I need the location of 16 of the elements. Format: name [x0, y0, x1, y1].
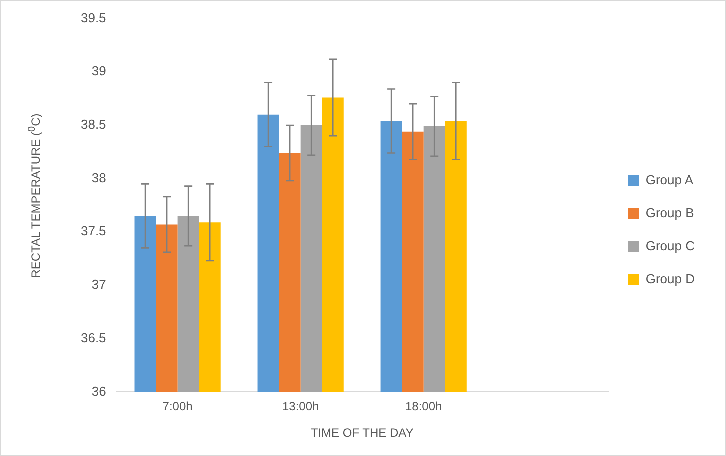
y-tick-label: 36: [92, 384, 106, 399]
x-axis-title: TIME OF THE DAY: [310, 426, 414, 440]
legend-label: Group A: [646, 172, 694, 188]
y-tick-label: 37: [92, 277, 106, 292]
x-tick-label: 13:00h: [282, 400, 320, 414]
y-tick-label: 39.5: [80, 10, 106, 26]
legend-label: Group C: [646, 238, 696, 254]
y-tick-label: 37.5: [80, 224, 106, 239]
y-tick-label: 36.5: [80, 330, 106, 346]
legend-label: Group D: [646, 272, 696, 287]
y-tick-label: 38: [92, 170, 106, 186]
legend-label: Group B: [646, 206, 694, 221]
y-tick-label: 39: [92, 64, 106, 79]
y-tick-label: 38.5: [80, 117, 106, 132]
x-tick-label: 18:00h: [405, 400, 442, 414]
x-tick-label: 7:00h: [162, 400, 193, 414]
